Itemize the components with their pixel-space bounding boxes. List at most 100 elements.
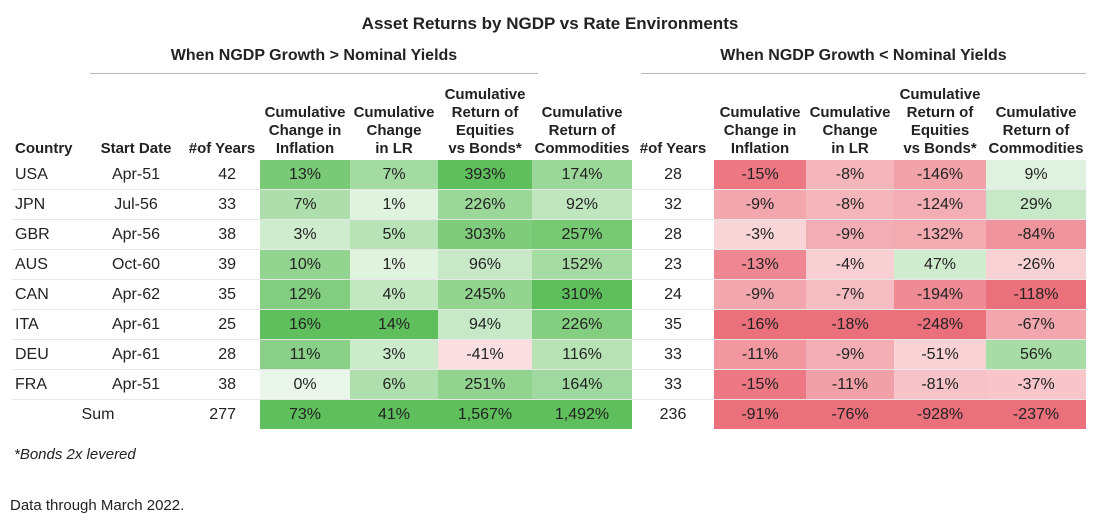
sum-inflation: 73% [260,399,350,429]
group-rule-left [90,73,538,74]
header-line: vs Bonds* [448,140,522,157]
years-cell-2: 24 [632,279,714,310]
commodities-cell: 174% [532,160,632,190]
inflation-cell: 11% [260,339,350,370]
header-lr-2: Cumulative Change in LR [806,80,894,160]
header-line: Change in [723,122,797,139]
table-row: FRA Apr-51 38 0% 6% 251% 164% 33 -15% -1… [12,369,1086,400]
inflation-cell-2: -15% [714,160,806,190]
table-row: USA Apr-51 42 13% 7% 393% 174% 28 -15% -… [12,160,1086,190]
commodities-cell-2: -37% [986,369,1086,400]
years-cell-2: 28 [632,160,714,190]
commodities-cell-2: -118% [986,279,1086,310]
header-years: #of Years [188,140,256,157]
header-inflation-2: Cumulative Change in Inflation [714,80,806,160]
start-date-cell: Apr-56 [88,219,184,250]
inflation-cell: 16% [260,309,350,340]
years-cell: 42 [184,160,260,190]
equities-cell-2: -146% [894,160,986,190]
footnote: *Bonds 2x levered [14,446,136,463]
years-cell-2: 35 [632,309,714,340]
lr-cell: 1% [350,249,438,280]
lr-cell-2: -9% [806,339,894,370]
inflation-cell: 7% [260,189,350,220]
inflation-cell-2: -15% [714,369,806,400]
header-line: in LR [375,140,413,157]
header-lr: Cumulative Change in LR [350,80,438,160]
lr-cell-2: -11% [806,369,894,400]
header-commodities-2: Cumulative Return of Commodities [986,80,1086,160]
header-line: Return of [451,104,519,121]
years-cell-2: 28 [632,219,714,250]
commodities-cell-2: -84% [986,219,1086,250]
sum-commodities: 1,492% [532,399,632,429]
equities-cell: 393% [438,160,532,190]
inflation-cell: 13% [260,160,350,190]
equities-cell-2: -132% [894,219,986,250]
start-date-cell: Oct-60 [88,249,184,280]
country-cell: ITA [12,309,88,340]
commodities-cell-2: 56% [986,339,1086,370]
header-commodities: Cumulative Return of Commodities [532,80,632,160]
country-cell: JPN [12,189,88,220]
sum-lr-2: -76% [806,399,894,429]
lr-cell: 5% [350,219,438,250]
years-cell: 25 [184,309,260,340]
table-row: AUS Oct-60 39 10% 1% 96% 152% 23 -13% -4… [12,249,1086,280]
header-line: Inflation [730,140,790,157]
inflation-cell-2: -16% [714,309,806,340]
header-line: in LR [831,140,869,157]
inflation-cell: 10% [260,249,350,280]
years-cell-2: 33 [632,369,714,400]
equities-cell: 94% [438,309,532,340]
header-years-2: #of Years [639,140,707,157]
table-row: JPN Jul-56 33 7% 1% 226% 92% 32 -9% -8% … [12,189,1086,220]
sum-commodities-2: -237% [986,399,1086,429]
header-line: Return of [1002,122,1070,139]
header-equities-2: Cumulative Return of Equities vs Bonds* [894,80,986,160]
lr-cell-2: -7% [806,279,894,310]
header-line: Cumulative [541,104,623,121]
commodities-cell: 310% [532,279,632,310]
inflation-cell-2: -3% [714,219,806,250]
commodities-cell-2: -67% [986,309,1086,340]
commodities-cell: 257% [532,219,632,250]
sum-equities: 1,567% [438,399,532,429]
country-cell: DEU [12,339,88,370]
inflation-cell: 0% [260,369,350,400]
header-line: Cumulative [444,86,526,103]
header-line: Return of [548,122,616,139]
years-cell: 38 [184,369,260,400]
lr-cell: 14% [350,309,438,340]
header-line: Change in [268,122,342,139]
table-title: Asset Returns by NGDP vs Rate Environmen… [361,14,739,33]
header-country: Country [15,140,73,157]
sum-equities-2: -928% [894,399,986,429]
table-row: CAN Apr-62 35 12% 4% 245% 310% 24 -9% -7… [12,279,1086,310]
source-note: Data through March 2022. [10,497,185,514]
header-line: Cumulative [809,104,891,121]
header-line: Cumulative [719,104,801,121]
years-cell: 33 [184,189,260,220]
header-equities: Cumulative Return of Equities vs Bonds* [438,80,532,160]
lr-cell-2: -4% [806,249,894,280]
header-line: Change [366,122,422,139]
inflation-cell-2: -9% [714,279,806,310]
inflation-cell-2: -13% [714,249,806,280]
header-line: Equities [910,122,970,139]
group-title-left: When NGDP Growth > Nominal Yields [170,47,458,64]
inflation-cell-2: -9% [714,189,806,220]
header-row: Country Start Date #of Years Cumulative … [12,80,1086,160]
country-cell: GBR [12,219,88,250]
table-row: ITA Apr-61 25 16% 14% 94% 226% 35 -16% -… [12,309,1086,340]
header-line: Cumulative [353,104,435,121]
commodities-cell: 116% [532,339,632,370]
years-cell: 38 [184,219,260,250]
country-cell: CAN [12,279,88,310]
commodities-cell-2: 9% [986,160,1086,190]
lr-cell-2: -9% [806,219,894,250]
commodities-cell-2: 29% [986,189,1086,220]
header-line: Cumulative [264,104,346,121]
start-date-cell: Apr-51 [88,369,184,400]
equities-cell-2: 47% [894,249,986,280]
